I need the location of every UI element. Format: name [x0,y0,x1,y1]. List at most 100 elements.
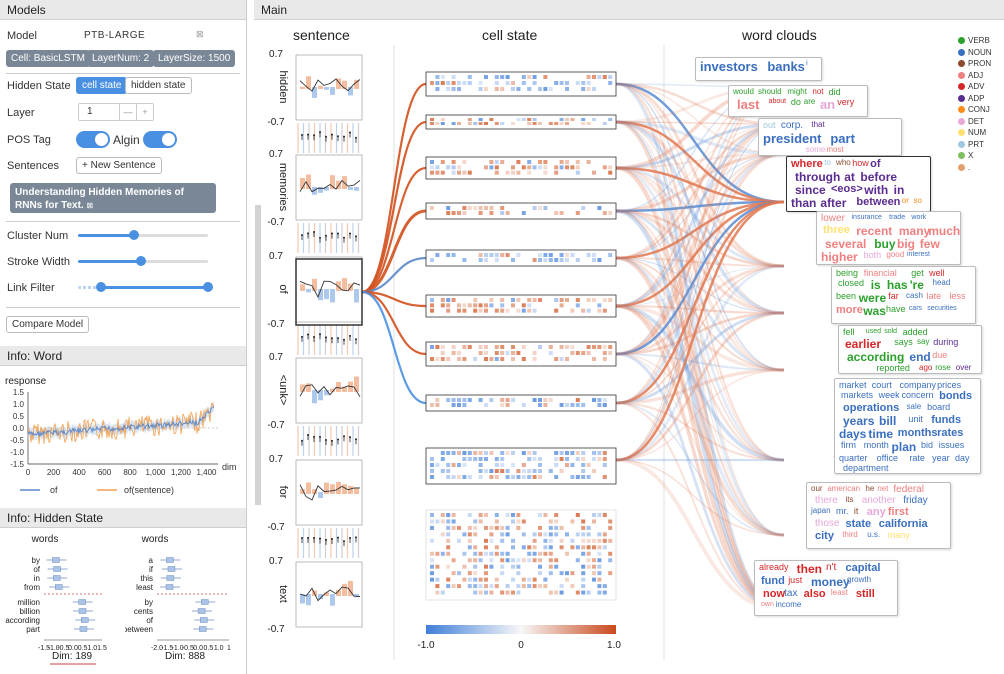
word-cloud[interactable]: our american he net federal there its another fr… [806,482,951,549]
cell-unit [532,558,537,563]
pos-legend-label[interactable]: DET [968,116,984,126]
pos-legend-dot[interactable] [958,48,965,56]
pos-legend-dot[interactable] [958,37,965,44]
stroke-width-label: Stroke Width [7,256,70,268]
pos-legend-dot[interactable] [958,71,965,79]
cell-unit [575,258,580,262]
pos-legend-dot[interactable] [958,163,965,171]
word-cloud[interactable]: lower insurance trade work three recent many mu… [816,211,961,265]
cloud-word: buy [874,237,896,251]
cell-unit [592,469,596,473]
model-clear-icon[interactable]: ⊠ [196,29,204,39]
word-cloud[interactable]: already then n't capital fund just money growth… [754,560,898,616]
pos-legend-dot[interactable] [958,140,965,148]
word-cloud[interactable]: fell used sold added earlier says say during acc… [838,325,982,374]
cell-unit [602,351,607,355]
word-cloud[interactable]: investors banks i [695,57,822,81]
cell-unit [602,75,607,79]
pos-legend-dot[interactable] [958,129,965,136]
cell-unit [489,558,494,563]
layer-input[interactable]: 1 — + [78,103,154,121]
cell-unit [570,571,575,576]
new-sentence-button[interactable]: + New Sentence [76,157,162,174]
pos-legend-label[interactable]: VERB [968,36,990,45]
cell-cluster[interactable] [425,71,617,97]
sentence-word[interactable]: <unk> [277,375,289,406]
pos-legend-dot[interactable] [958,106,965,113]
left-panel-scrollbar[interactable] [255,205,261,505]
link-filter-min-knob[interactable] [96,282,106,292]
sentence-tag[interactable]: Understanding Hidden Memories of RNNs fo… [10,183,216,213]
cell-unit [575,170,580,175]
cell-unit [505,351,510,355]
word-cloud[interactable]: would should might not did last about do are an ve… [728,85,868,117]
word-cloud[interactable]: being financial get well closed is has're head b… [831,266,976,324]
cell-cluster[interactable] [425,249,617,267]
pos-legend-label[interactable]: PRON [968,59,992,68]
pos-legend-dot[interactable] [958,94,965,102]
word-cloud[interactable]: market court company prices markets week conce… [834,378,981,474]
cell-unit [521,475,526,479]
word-cloud[interactable]: out corp. that president part some most [758,118,902,156]
cell-unit [543,170,548,175]
cell-unit [494,551,499,556]
cluster-num-knob[interactable] [129,230,139,240]
cell-unit [586,475,591,479]
layer-decrement[interactable]: — [119,104,136,120]
link-filter-max-knob[interactable] [203,282,213,292]
cell-unit [451,345,456,349]
cloud-word: department [843,463,889,473]
cell-cluster[interactable] [425,394,617,412]
align-toggle[interactable] [143,131,177,148]
pos-legend-dot[interactable] [958,152,965,159]
cell-cluster[interactable] [425,114,617,130]
cell-unit [543,206,548,210]
cell-unit [608,118,613,121]
pos-legend-label[interactable]: X [968,151,974,160]
sentence-remove-icon[interactable]: ⊠ [86,201,94,210]
cell-unit [435,577,440,582]
scale-hi: 0.7 [269,251,283,262]
compare-model-button[interactable]: Compare Model [6,316,90,333]
pos-tag-toggle[interactable] [76,131,110,148]
cloud-word: rose [935,363,951,372]
pos-legend-label[interactable]: ADV [968,82,985,91]
pos-legend-label[interactable]: CONJ [968,105,990,114]
pos-legend-label[interactable]: NUM [968,128,987,137]
cell-unit [554,525,559,530]
word-cloud[interactable]: where to who how of through at before since <eos>… [786,156,931,212]
cell-cluster[interactable] [425,156,617,180]
cell-unit [500,253,505,257]
cell-unit [543,75,548,79]
pos-legend-dot[interactable] [958,60,965,67]
layer-increment[interactable]: + [136,104,153,120]
pos-legend-label[interactable]: NOUN [968,47,992,57]
sentence-word[interactable]: memories [277,163,289,212]
hidden-state-button[interactable]: hidden state [125,77,192,94]
y-tick: 0.5 [13,412,25,421]
models-panel-header: Models [0,0,246,20]
sentence-word[interactable]: of [277,284,289,294]
stroke-width-knob[interactable] [136,256,146,266]
pos-legend-dot[interactable] [958,83,965,90]
box [78,599,86,605]
cell-unit [505,558,510,563]
cell-unit [570,545,575,550]
cell-unit [538,298,542,302]
cell-unit [484,351,488,355]
pos-legend-dot[interactable] [958,117,965,125]
pos-legend-label[interactable]: ADP [968,93,985,103]
sentence-word[interactable]: hidden [277,70,289,103]
model-select[interactable]: PTB-LARGE [84,30,146,41]
cloud-word: u.s. [867,530,881,539]
cloud-word: month [863,440,889,450]
pos-legend-label[interactable]: ADJ [968,70,984,80]
cluster-num-slider[interactable] [78,234,208,237]
pos-legend-label[interactable]: PRT [968,139,984,149]
cell-state-button[interactable]: cell state [76,77,128,94]
sentence-word[interactable]: for [277,486,289,499]
pos-legend-label[interactable]: . [968,162,971,172]
cell-cluster[interactable] [425,202,617,220]
glyph-bar [306,76,311,89]
sentence-word[interactable]: text [277,585,289,603]
